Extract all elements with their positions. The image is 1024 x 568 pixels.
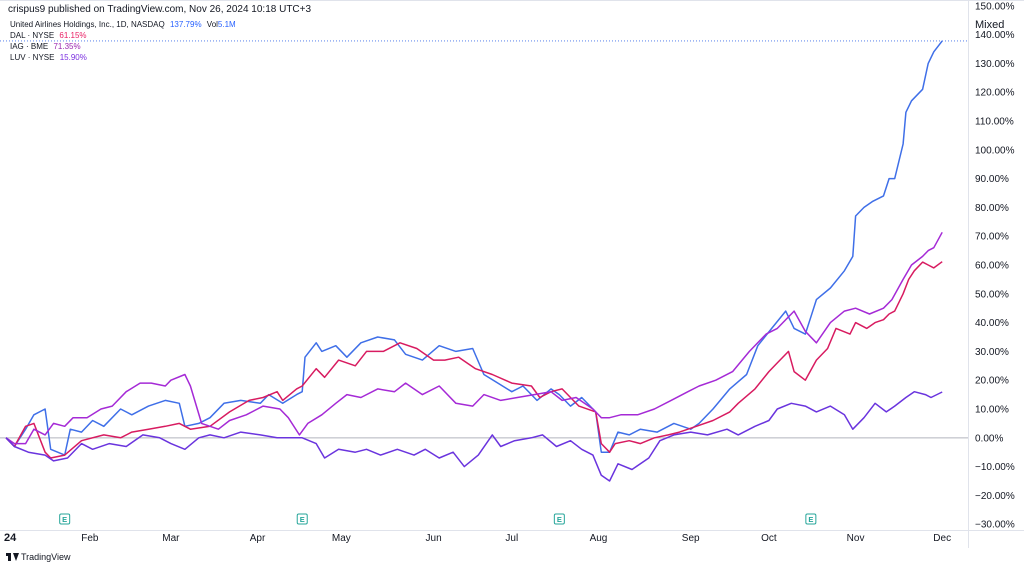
legend-label: IAG · BME <box>10 42 49 51</box>
x-tick-label: May <box>332 533 351 544</box>
earnings-badge-label: E <box>808 515 813 524</box>
series-line-ual[interactable] <box>5 40 943 456</box>
y-tick-label: 100.00% <box>975 145 1015 156</box>
y-tick-label: 120.00% <box>975 88 1015 99</box>
y-tick-label: 30.00% <box>975 347 1009 358</box>
series-line-dal[interactable] <box>5 261 943 459</box>
legend-row-dal[interactable]: DAL · NYSE 61.15% <box>10 30 236 41</box>
brand-name: TradingView <box>21 552 71 562</box>
y-tick-label: 90.00% <box>975 174 1009 185</box>
x-tick-label: Apr <box>250 533 266 544</box>
y-tick-label: 140.00% <box>975 30 1015 41</box>
y-tick-label: 70.00% <box>975 232 1009 243</box>
x-tick-label: 24 <box>4 532 17 544</box>
x-tick-label: Feb <box>81 533 99 544</box>
publisher-caption: crispus9 published on TradingView.com, N… <box>8 4 312 15</box>
y-tick-label: 40.00% <box>975 318 1009 329</box>
earnings-badge-label: E <box>300 515 305 524</box>
legend-label: DAL · NYSE <box>10 31 55 40</box>
legend-value: 15.90% <box>59 53 87 62</box>
scale-mode-label[interactable]: Mixed <box>975 19 1005 31</box>
x-tick-label: Dec <box>933 533 951 544</box>
legend: United Airlines Holdings, Inc., 1D, NASD… <box>10 19 236 63</box>
legend-value: 71.35% <box>53 42 81 51</box>
earnings-badge-icon <box>805 513 817 525</box>
x-tick-label: Nov <box>847 533 865 544</box>
legend-value: 61.15% <box>59 31 87 40</box>
x-tick-label: Mar <box>162 533 180 544</box>
y-tick-label: 0.00% <box>975 433 1003 444</box>
y-tick-label: 60.00% <box>975 261 1009 272</box>
x-tick-label: Sep <box>682 533 700 544</box>
y-tick-label: 110.00% <box>975 116 1014 127</box>
legend-row-ual[interactable]: United Airlines Holdings, Inc., 1D, NASD… <box>10 19 236 30</box>
x-tick-label: Aug <box>590 533 608 544</box>
y-tick-label: −20.00% <box>975 491 1015 502</box>
y-tick-label: 150.00% <box>975 1 1015 12</box>
earnings-badge-label: E <box>557 515 562 524</box>
legend-label: LUV · NYSE <box>10 53 55 62</box>
y-tick-label: 20.00% <box>975 376 1009 387</box>
legend-row-luv[interactable]: LUV · NYSE 15.90% <box>10 52 236 63</box>
legend-row-iag[interactable]: IAG · BME 71.35% <box>10 41 236 52</box>
earnings-badge-icon <box>553 513 565 525</box>
x-tick-label: Jun <box>426 533 442 544</box>
tradingview-logo-icon <box>6 553 19 561</box>
y-tick-label: −30.00% <box>975 520 1015 531</box>
earnings-marker[interactable]: E <box>296 513 308 525</box>
y-tick-label: 50.00% <box>975 289 1009 300</box>
earnings-badge-icon <box>296 513 308 525</box>
series-line-iag[interactable] <box>5 231 943 445</box>
tradingview-brand[interactable]: TradingView <box>6 552 71 562</box>
legend-label: United Airlines Holdings, Inc., 1D, NASD… <box>10 20 165 29</box>
earnings-marker[interactable]: E <box>805 513 817 525</box>
legend-value: 137.79% <box>169 20 202 29</box>
y-tick-label: 80.00% <box>975 203 1009 214</box>
earnings-badge-label: E <box>62 515 67 524</box>
legend-volume-label: Vol <box>206 20 218 29</box>
x-tick-label: Jul <box>505 533 518 544</box>
y-tick-label: 130.00% <box>975 59 1015 70</box>
earnings-marker[interactable]: E <box>553 513 565 525</box>
y-tick-label: −10.00% <box>975 462 1015 473</box>
earnings-marker[interactable]: E <box>59 513 71 525</box>
earnings-badge-icon <box>59 513 71 525</box>
legend-volume-value: 5.1M <box>217 20 236 29</box>
x-tick-label: Oct <box>761 533 777 544</box>
y-tick-label: 10.00% <box>975 405 1009 416</box>
